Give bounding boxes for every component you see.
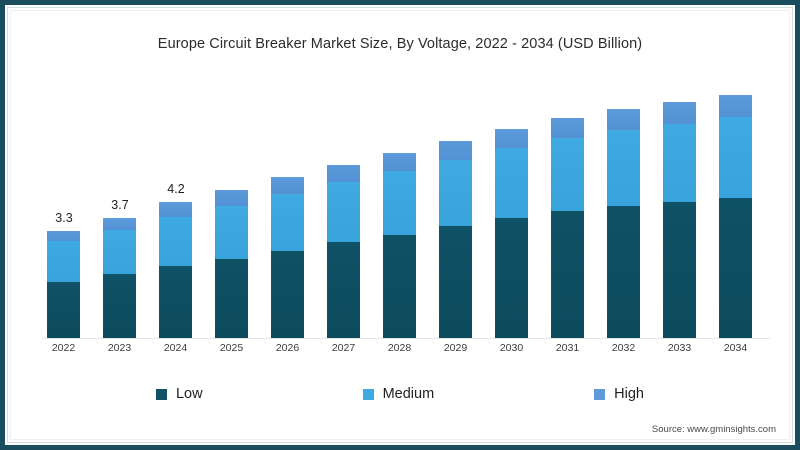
legend-item-medium[interactable]: Medium — [362, 386, 435, 402]
x-axis-tick-2032: 2032 — [611, 342, 636, 354]
bar-segment-low-2024[interactable] — [159, 266, 192, 338]
bar-segment-medium-2029[interactable] — [439, 159, 472, 227]
chart-legend: Low Medium High — [0, 386, 800, 402]
bar-stack-2032[interactable] — [607, 109, 640, 338]
bar-segment-medium-2024[interactable] — [159, 217, 192, 267]
bar-segment-high-2034[interactable] — [719, 95, 752, 118]
bar-segment-high-2028[interactable] — [383, 153, 416, 172]
plot-area: 3.3 2022 3.7 2023 4.2 2024 2025 2026 2027 2028 202… — [30, 70, 770, 354]
bar-segment-low-2026[interactable] — [271, 250, 304, 338]
bar-segment-high-2024[interactable] — [159, 201, 192, 218]
x-axis-tick-2031: 2031 — [555, 342, 580, 354]
x-axis-tick-2027: 2027 — [331, 342, 356, 354]
bar-segment-medium-2027[interactable] — [327, 182, 360, 243]
bar-segment-low-2030[interactable] — [495, 218, 528, 338]
bar-segment-high-2033[interactable] — [663, 102, 696, 124]
bar-segment-high-2023[interactable] — [103, 218, 136, 231]
bar-stack-2031[interactable] — [551, 117, 584, 338]
bar-segment-low-2025[interactable] — [215, 258, 248, 338]
bar-segment-medium-2023[interactable] — [103, 230, 136, 274]
bar-stack-2034[interactable] — [719, 95, 752, 338]
bar-segment-medium-2031[interactable] — [551, 137, 584, 211]
legend-swatch-low-icon — [155, 388, 167, 400]
legend-item-low[interactable]: Low — [155, 386, 203, 402]
source-attribution: Source: www.gminsights.com — [651, 424, 776, 435]
bar-stack-2033[interactable] — [663, 102, 696, 338]
bar-stack-2022[interactable] — [47, 231, 80, 338]
bar-segment-medium-2033[interactable] — [663, 123, 696, 202]
bar-stack-2030[interactable] — [495, 128, 528, 338]
bar-segment-medium-2022[interactable] — [47, 241, 80, 283]
bar-segment-medium-2032[interactable] — [607, 130, 640, 206]
bar-segment-medium-2028[interactable] — [383, 171, 416, 235]
x-axis-tick-2022: 2022 — [51, 342, 76, 354]
bar-stack-2028[interactable] — [383, 153, 416, 338]
x-axis-tick-2026: 2026 — [275, 342, 300, 354]
x-axis-tick-2033: 2033 — [667, 342, 692, 354]
x-axis-tick-2030: 2030 — [499, 342, 524, 354]
legend-label-high: High — [614, 386, 644, 402]
bar-stack-2025[interactable] — [215, 189, 248, 338]
x-axis-tick-2023: 2023 — [107, 342, 132, 354]
bar-segment-high-2022[interactable] — [47, 231, 80, 242]
bar-segment-high-2026[interactable] — [271, 177, 304, 195]
bar-segment-high-2030[interactable] — [495, 128, 528, 149]
bar-segment-low-2032[interactable] — [607, 205, 640, 338]
x-axis-tick-2025: 2025 — [219, 342, 244, 354]
bar-value-label-2022: 3.3 — [55, 211, 73, 226]
bar-segment-low-2031[interactable] — [551, 211, 584, 338]
bar-stack-2029[interactable] — [439, 140, 472, 338]
bar-segment-medium-2030[interactable] — [495, 148, 528, 219]
bar-segment-low-2034[interactable] — [719, 198, 752, 338]
bar-segment-low-2028[interactable] — [383, 234, 416, 338]
bar-stack-2026[interactable] — [271, 177, 304, 338]
bar-segment-high-2025[interactable] — [215, 189, 248, 207]
x-axis-line — [42, 338, 770, 339]
bar-segment-high-2029[interactable] — [439, 140, 472, 160]
bar-segment-medium-2025[interactable] — [215, 206, 248, 259]
legend-label-low: Low — [175, 386, 203, 402]
x-axis-tick-2024: 2024 — [163, 342, 188, 354]
bar-segment-low-2033[interactable] — [663, 201, 696, 338]
legend-label-medium: Medium — [382, 386, 435, 402]
x-axis-tick-2029: 2029 — [443, 342, 468, 354]
legend-item-high[interactable]: High — [594, 386, 644, 402]
bar-stack-2027[interactable] — [327, 164, 360, 338]
x-axis-tick-2034: 2034 — [723, 342, 748, 354]
bar-value-label-2024: 4.2 — [167, 181, 185, 196]
bar-stack-2023[interactable] — [103, 218, 136, 338]
legend-swatch-high-icon — [594, 388, 606, 400]
bar-segment-high-2027[interactable] — [327, 164, 360, 183]
bar-segment-low-2027[interactable] — [327, 242, 360, 338]
chart-title: Europe Circuit Breaker Market Size, By V… — [157, 36, 643, 52]
bar-stack-2024[interactable] — [159, 201, 192, 338]
bar-segment-medium-2034[interactable] — [719, 117, 752, 199]
bar-segment-high-2031[interactable] — [551, 117, 584, 138]
legend-swatch-medium-icon — [362, 388, 374, 400]
x-axis-tick-2028: 2028 — [387, 342, 412, 354]
bar-segment-low-2029[interactable] — [439, 226, 472, 338]
bar-segment-low-2023[interactable] — [103, 273, 136, 338]
bar-segment-low-2022[interactable] — [47, 282, 80, 338]
bar-segment-high-2032[interactable] — [607, 109, 640, 130]
bar-segment-medium-2026[interactable] — [271, 194, 304, 251]
bar-value-label-2023: 3.7 — [111, 198, 129, 213]
